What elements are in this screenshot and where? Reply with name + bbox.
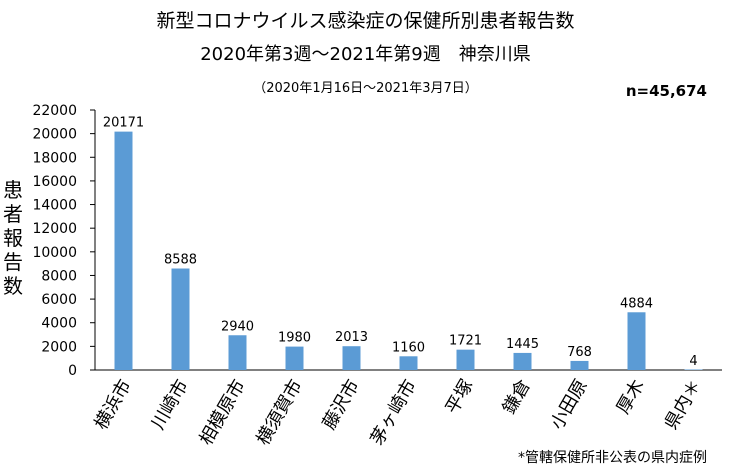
y-tick-label: 0 (68, 363, 77, 379)
category-label: 県内＊ (661, 376, 706, 433)
bar-2 (228, 335, 247, 370)
bar-7 (513, 352, 532, 370)
category-label: 茅ヶ崎市 (367, 376, 421, 449)
chart-subtitle: 2020年第3週～2021年第9週 神奈川県 (200, 44, 531, 65)
data-label: 768 (567, 345, 592, 360)
y-tick-label: 2000 (41, 339, 77, 355)
y-tick-label: 8000 (41, 268, 77, 284)
data-label: 8588 (164, 253, 197, 268)
data-label: 1160 (392, 340, 425, 355)
bar-3 (285, 346, 304, 370)
category-label: 横浜市 (91, 376, 136, 433)
data-label: 2013 (335, 330, 368, 345)
y-tick-label: 20000 (32, 127, 77, 143)
bar-9 (627, 312, 646, 370)
category-label: 厚木 (613, 376, 649, 418)
data-label: 1721 (449, 334, 482, 349)
data-label: 4 (689, 354, 697, 369)
y-tick-label: 14000 (32, 198, 77, 214)
data-label: 20171 (103, 116, 144, 131)
bar-4 (342, 346, 361, 370)
category-label: 平塚 (442, 376, 478, 418)
data-label: 2940 (221, 319, 254, 334)
category-label: 横須賀市 (253, 376, 307, 449)
y-tick-label: 10000 (32, 245, 77, 261)
y-tick-label: 4000 (41, 316, 77, 332)
category-label: 藤沢市 (319, 376, 364, 433)
bar-6 (456, 349, 475, 370)
y-tick-label: 22000 (32, 103, 77, 119)
footnote: *管轄保健所非公表の県内症例 (518, 450, 707, 466)
total-count: n=45,674 (625, 82, 707, 100)
category-label: 鎌倉 (499, 376, 535, 418)
y-tick-label: 18000 (32, 150, 77, 166)
date-range: （2020年1月16日～2021年3月7日） (253, 81, 478, 96)
y-tick-label: 16000 (32, 174, 77, 190)
category-label: 川崎市 (148, 376, 193, 433)
category-label: 相模原市 (196, 376, 250, 449)
bar-1 (171, 268, 190, 370)
chart-title: 新型コロナウイルス感染症の保健所別患者報告数 (156, 10, 575, 32)
bar-5 (399, 356, 418, 370)
bar-10 (684, 369, 703, 370)
data-label: 1980 (278, 331, 311, 346)
y-tick-label: 6000 (41, 292, 77, 308)
category-label: 小田原 (547, 376, 592, 433)
y-tick-label: 12000 (32, 221, 77, 237)
bar-0 (114, 131, 133, 370)
data-label: 1445 (506, 337, 539, 352)
bar-8 (570, 360, 589, 370)
y-axis-label: 患者報告数 (3, 178, 23, 298)
data-label: 4884 (620, 296, 653, 311)
